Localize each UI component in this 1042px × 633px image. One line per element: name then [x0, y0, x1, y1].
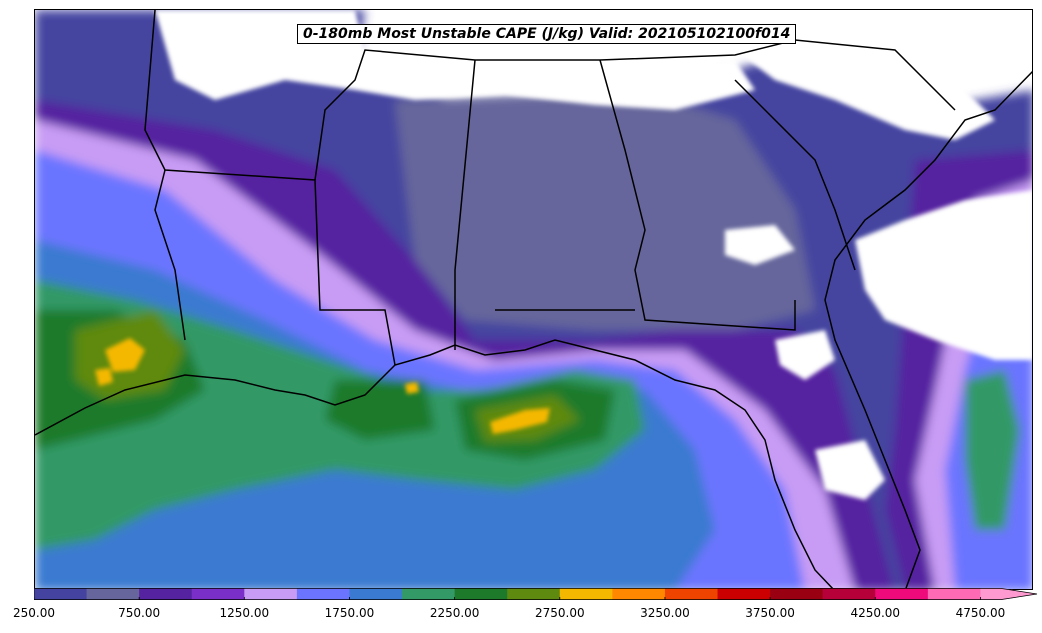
colorbar-segment [349, 588, 403, 600]
cape-core-gulf-small [405, 382, 419, 394]
colorbar-tick-label: 2750.00 [534, 606, 585, 620]
colorbar-extend-arrow [980, 588, 1037, 600]
colorbar-segment [244, 588, 298, 600]
colorbar-segment [559, 588, 613, 600]
cape-region-teal-east [965, 370, 1020, 530]
colorbar-tick-label: 4750.00 [955, 606, 1006, 620]
colorbar-tick-label: 250.00 [13, 606, 55, 620]
colorbar-segment [770, 588, 824, 600]
colorbar-tick-label: 3250.00 [640, 606, 690, 620]
state-border-5 [599, 59, 796, 331]
colorbar-tick-label: 2250.00 [429, 606, 480, 620]
state-border-7 [734, 79, 856, 271]
colorbar [34, 588, 1038, 600]
colorbar-segment [664, 588, 719, 600]
colorbar-tick-label: 750.00 [118, 606, 161, 620]
colorbar-segment [612, 588, 666, 600]
colorbar-tick-label: 4250.00 [850, 606, 901, 620]
cape-core-texas-small [95, 368, 113, 386]
colorbar-segment [717, 588, 771, 600]
colorbar-tick-label: 3750.00 [745, 606, 795, 620]
blank-area-atlantic [855, 190, 1032, 360]
political-borders [35, 10, 1032, 589]
map-panel: 0-180mb Most Unstable CAPE (J/kg) Valid:… [34, 9, 1033, 590]
colorbar-outline [34, 588, 1038, 600]
cape-region-slate [395, 90, 815, 330]
colorbar-segment [34, 588, 88, 600]
colorbar-segment [875, 588, 929, 600]
colorbar-tick-label: 1250.00 [219, 606, 270, 620]
cape-core-texas [105, 338, 145, 372]
colorbar-segment [822, 588, 876, 600]
cape-core-gulf [490, 408, 550, 434]
blank-area-inland2 [775, 330, 835, 380]
blank-area-northeast [735, 30, 995, 140]
state-border-4 [454, 59, 476, 350]
coastline-gulf [35, 339, 835, 589]
colorbar-segment [86, 588, 140, 600]
coastline-atlantic [824, 70, 1032, 589]
state-border-2 [154, 169, 186, 341]
cape-field-map [35, 10, 1032, 589]
cape-region-darkgreen-gulf [325, 380, 435, 440]
blank-area-southeast [815, 440, 885, 500]
colorbar-segment [402, 588, 456, 600]
colorbar-segment [139, 588, 193, 600]
blank-area-inland1 [725, 225, 795, 265]
colorbar-segment [454, 588, 508, 600]
cape-cores [95, 338, 550, 434]
state-border-3 [314, 39, 956, 181]
map-title: 0-180mb Most Unstable CAPE (J/kg) Valid:… [297, 24, 797, 44]
colorbar-segment [296, 588, 350, 600]
colorbar-segment [507, 588, 561, 600]
colorbar-tick-label: 1750.00 [324, 606, 375, 620]
colorbar-segment [191, 588, 245, 600]
colorbar-segment [927, 588, 981, 600]
